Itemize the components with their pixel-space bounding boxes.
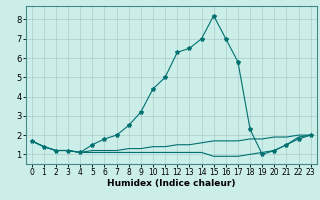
X-axis label: Humidex (Indice chaleur): Humidex (Indice chaleur): [107, 179, 236, 188]
